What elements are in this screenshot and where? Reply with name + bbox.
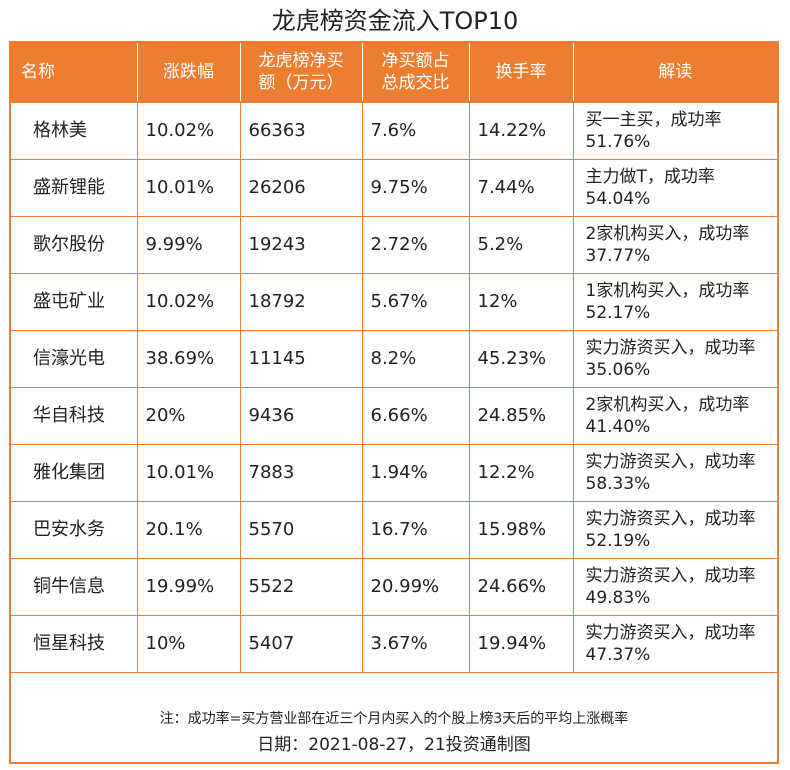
cell-note: 买一主买，成功率51.76% — [572, 101, 777, 160]
cell-name: 盛新锂能 — [11, 158, 138, 217]
cell-change: 9.99% — [136, 215, 241, 274]
cell-turnover: 15.98% — [468, 500, 574, 559]
cell-note: 实力游资买入，成功率58.33% — [572, 443, 777, 502]
table-row: 华自科技 20% 9436 6.66% 24.85% 2家机构买入，成功率41.40% — [11, 386, 777, 445]
cell-change: 20% — [136, 386, 241, 445]
table-row: 盛屯矿业 10.02% 18792 5.67% 12% 1家机构买入，成功率52.17% — [11, 272, 777, 331]
cell-net-buy: 66363 — [239, 101, 363, 160]
cell-change: 38.69% — [136, 329, 241, 388]
cell-name: 铜牛信息 — [11, 557, 138, 616]
cell-change: 10.02% — [136, 101, 241, 160]
cell-ratio: 5.67% — [361, 272, 470, 331]
header-change: 涨跌幅 — [137, 43, 241, 103]
table-row: 格林美 10.02% 66363 7.6% 14.22% 买一主买，成功率51.76% — [11, 101, 777, 160]
table-row: 铜牛信息 19.99% 5522 20.99% 24.66% 实力游资买入，成功率49.8… — [11, 557, 777, 616]
cell-net-buy: 19243 — [239, 215, 363, 274]
cell-name: 格林美 — [11, 101, 138, 160]
cell-name: 歌尔股份 — [11, 215, 138, 274]
header-net-buy: 龙虎榜净买 额（万元） — [240, 43, 363, 103]
cell-note: 主力做T，成功率54.04% — [572, 158, 777, 217]
cell-net-buy: 18792 — [239, 272, 363, 331]
cell-turnover: 12.2% — [468, 443, 574, 502]
cell-net-buy: 9436 — [239, 386, 363, 445]
cell-net-buy: 5407 — [239, 614, 363, 673]
cell-change: 10.01% — [136, 158, 241, 217]
cell-ratio: 8.2% — [361, 329, 470, 388]
cell-change: 20.1% — [136, 500, 241, 559]
header-note: 解读 — [573, 43, 777, 103]
cell-turnover: 7.44% — [468, 158, 574, 217]
cell-turnover: 45.23% — [468, 329, 574, 388]
cell-note: 实力游资买入，成功率35.06% — [572, 329, 777, 388]
header-ratio: 净买额占 总成交比 — [362, 43, 470, 103]
cell-ratio: 20.99% — [361, 557, 470, 616]
cell-note: 实力游资买入，成功率47.37% — [572, 614, 777, 673]
cell-note: 2家机构买入，成功率37.77% — [572, 215, 777, 274]
table-frame: 名称 涨跌幅 龙虎榜净买 额（万元） 净买额占 总成交比 换手率 解读 格林美 10.… — [9, 41, 779, 764]
cell-net-buy: 26206 — [239, 158, 363, 217]
data-table: 名称 涨跌幅 龙虎榜净买 额（万元） 净买额占 总成交比 换手率 解读 格林美 10.… — [11, 43, 777, 673]
cell-name: 盛屯矿业 — [11, 272, 138, 331]
cell-change: 19.99% — [136, 557, 241, 616]
dateline: 日期：2021-08-27，21投资通制图 — [257, 735, 531, 755]
cell-turnover: 24.85% — [468, 386, 574, 445]
cell-net-buy: 11145 — [239, 329, 363, 388]
cell-turnover: 24.66% — [468, 557, 574, 616]
cell-ratio: 16.7% — [361, 500, 470, 559]
cell-net-buy: 7883 — [239, 443, 363, 502]
cell-name: 恒星科技 — [11, 614, 138, 673]
cell-name: 华自科技 — [11, 386, 138, 445]
cell-name: 雅化集团 — [11, 443, 138, 502]
table-body: 格林美 10.02% 66363 7.6% 14.22% 买一主买，成功率51.76% 盛新… — [11, 101, 777, 673]
cell-ratio: 9.75% — [361, 158, 470, 217]
cell-change: 10.02% — [136, 272, 241, 331]
table-row: 信濠光电 38.69% 11145 8.2% 45.23% 实力游资买入，成功率35.06… — [11, 329, 777, 388]
table-row: 盛新锂能 10.01% 26206 9.75% 7.44% 主力做T，成功率54.04% — [11, 158, 777, 217]
cell-net-buy: 5570 — [239, 500, 363, 559]
table-header-row: 名称 涨跌幅 龙虎榜净买 额（万元） 净买额占 总成交比 换手率 解读 — [11, 43, 777, 103]
cell-turnover: 19.94% — [468, 614, 574, 673]
cell-ratio: 3.67% — [361, 614, 470, 673]
cell-turnover: 12% — [468, 272, 574, 331]
footnote: 注：成功率=买方营业部在近三个月内买入的个股上榜3天后的平均上涨概率 — [159, 711, 629, 727]
cell-name: 信濠光电 — [11, 329, 138, 388]
cell-turnover: 14.22% — [468, 101, 574, 160]
cell-ratio: 2.72% — [361, 215, 470, 274]
page-title: 龙虎榜资金流入TOP10 — [271, 7, 519, 35]
cell-note: 1家机构买入，成功率52.17% — [572, 272, 777, 331]
cell-ratio: 1.94% — [361, 443, 470, 502]
cell-note: 实力游资买入，成功率49.83% — [572, 557, 777, 616]
cell-net-buy: 5522 — [239, 557, 363, 616]
table-row: 巴安水务 20.1% 5570 16.7% 15.98% 实力游资买入，成功率52.19% — [11, 500, 777, 559]
header-turnover: 换手率 — [469, 43, 574, 103]
table-row: 雅化集团 10.01% 7883 1.94% 12.2% 实力游资买入，成功率58.33% — [11, 443, 777, 502]
cell-ratio: 6.66% — [361, 386, 470, 445]
table-row: 恒星科技 10% 5407 3.67% 19.94% 实力游资买入，成功率47.37% — [11, 614, 777, 673]
cell-name: 巴安水务 — [11, 500, 138, 559]
cell-change: 10.01% — [136, 443, 241, 502]
cell-change: 10% — [136, 614, 241, 673]
header-name: 名称 — [11, 43, 138, 103]
table-row: 歌尔股份 9.99% 19243 2.72% 5.2% 2家机构买入，成功率37.77% — [11, 215, 777, 274]
cell-note: 实力游资买入，成功率52.19% — [572, 500, 777, 559]
cell-turnover: 5.2% — [468, 215, 574, 274]
cell-note: 2家机构买入，成功率41.40% — [572, 386, 777, 445]
cell-ratio: 7.6% — [361, 101, 470, 160]
